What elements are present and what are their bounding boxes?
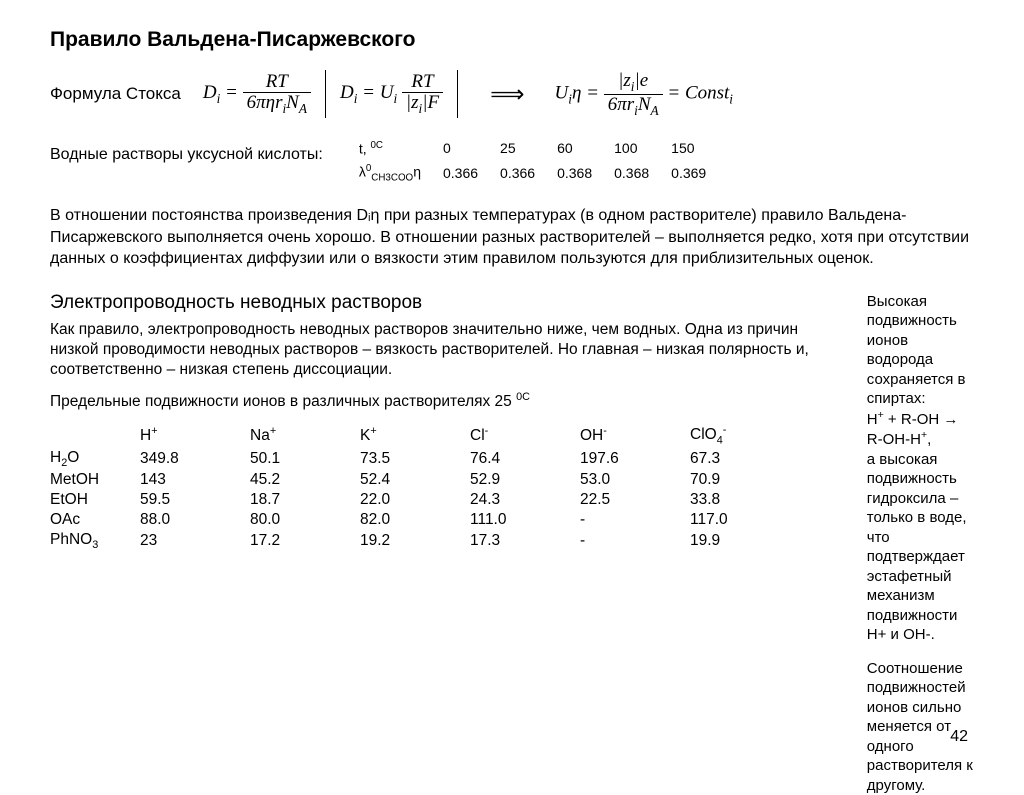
divider-1 xyxy=(325,70,326,118)
formula-row: Формула Стокса Di = RT6πηriNA Di = Ui RT… xyxy=(50,70,974,118)
divider-2 xyxy=(457,70,458,118)
section-para: Как правило, электропроводность неводных… xyxy=(50,320,847,380)
stokes-label: Формула Стокса xyxy=(50,84,181,104)
formula-3: Uiη = |zi|e6πriNA = Consti xyxy=(555,71,734,118)
section-title: Электропроводность неводных растворов xyxy=(50,292,847,314)
page-number: 42 xyxy=(950,728,968,746)
page-title: Правило Вальдена-Писаржевского xyxy=(50,28,974,52)
mobility-caption: Предельные подвижности ионов в различных… xyxy=(50,390,847,412)
mobility-table: H+ Na+ K+ Cl- OH- ClO4- H2O349.850.173.5… xyxy=(50,423,760,552)
side-column: Высокая подвижность ионов водорода сохра… xyxy=(867,292,974,795)
formula-2: Di = Ui RT|zi|F xyxy=(340,72,443,116)
side-para-2: Соотношение подвижностей ионов сильно ме… xyxy=(867,659,974,795)
side-para-1: Высокая подвижность ионов водорода сохра… xyxy=(867,292,974,645)
temp-table: t, 0C 0 25 60 100 150 λ0CH3COOη 0.366 0.… xyxy=(347,136,718,187)
formula-1: Di = RT6πηriNA xyxy=(203,72,311,116)
paragraph-1: В отношении постоянства произведения Dᵢη… xyxy=(50,205,974,270)
arrow-icon: ⟹ xyxy=(490,80,522,109)
acid-label: Водные растворы уксусной кислоты: xyxy=(50,136,323,164)
